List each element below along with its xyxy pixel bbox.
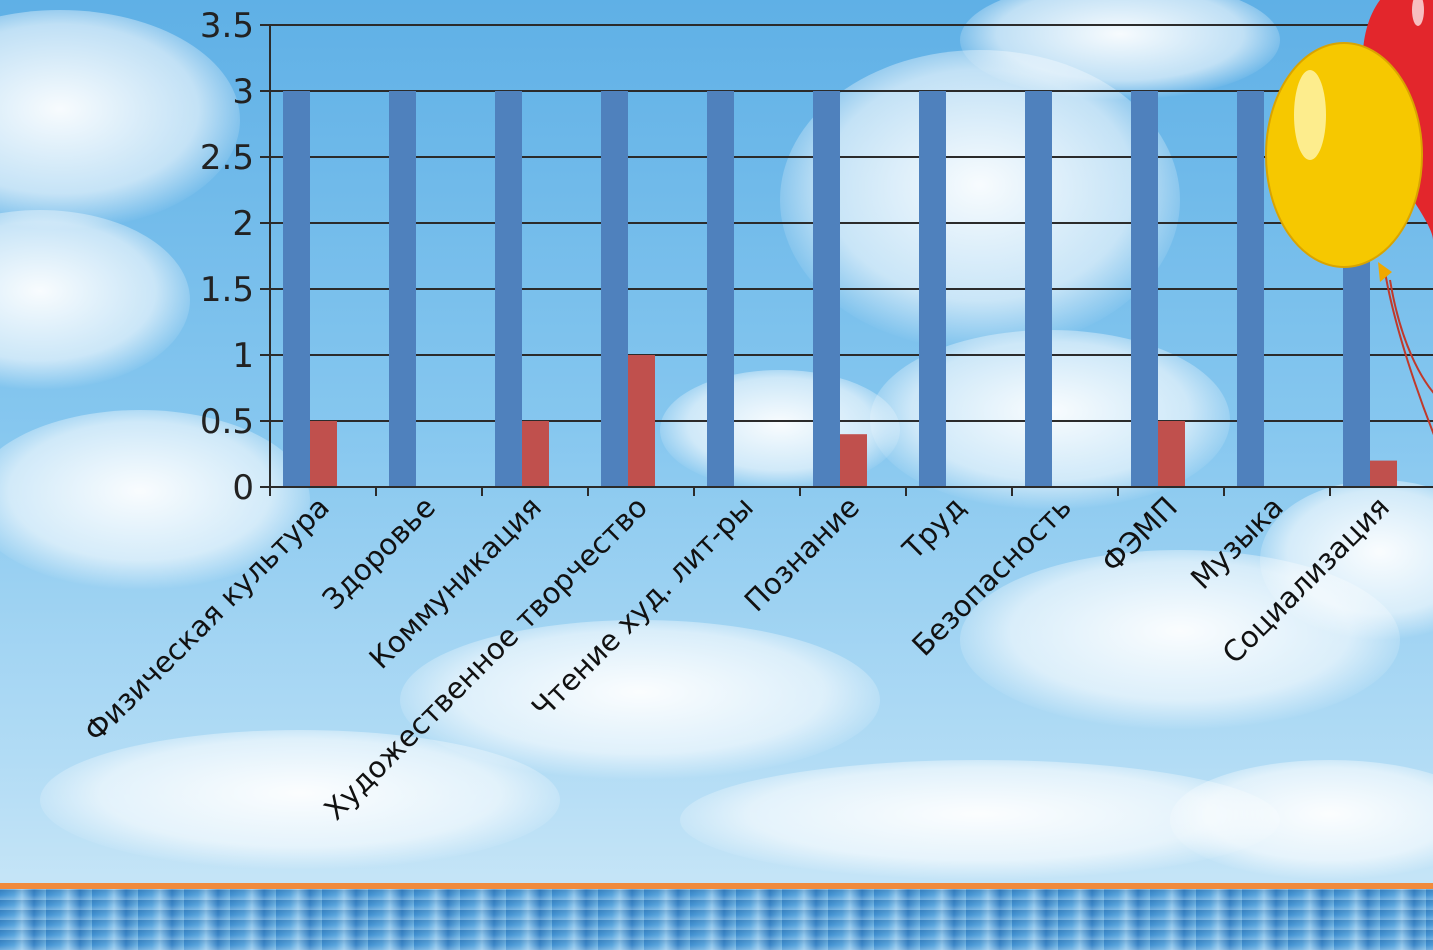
bar-series-1-1 xyxy=(389,91,416,487)
bar-series-2-2 xyxy=(522,421,549,487)
y-tick-label: 0.5 xyxy=(200,402,254,442)
bar-series-1-3 xyxy=(601,91,628,487)
x-axis-tick-labels: Физическая культураЗдоровьеКоммуникацияХ… xyxy=(78,490,1396,827)
x-tick-label: ФЭМП xyxy=(1095,490,1184,579)
x-tick-label: Труд xyxy=(895,490,972,567)
chart-axes xyxy=(269,25,1433,496)
y-tick-label: 2.5 xyxy=(200,138,254,178)
bar-series-1-9 xyxy=(1237,91,1264,487)
bar-series-2-8 xyxy=(1158,421,1185,487)
y-tick-label: 1 xyxy=(232,336,254,376)
bar-series-1-0 xyxy=(283,91,310,487)
y-tick-label: 1.5 xyxy=(200,270,254,310)
bar-series-2-10 xyxy=(1370,460,1397,487)
x-tick-label: Физическая культура xyxy=(78,490,336,748)
x-tick-label: Музыка xyxy=(1184,490,1290,596)
y-tick-label: 3.5 xyxy=(200,6,254,46)
y-tick-label: 2 xyxy=(232,204,254,244)
balloons-decoration xyxy=(1265,0,1433,436)
bar-series-2-0 xyxy=(310,421,337,487)
horizon-line xyxy=(0,883,1433,889)
yellow-balloon xyxy=(1265,42,1423,268)
bar-series-2-5 xyxy=(840,434,867,487)
sea-strip xyxy=(0,889,1433,950)
x-tick-label: Познание xyxy=(738,490,866,618)
bar-series-1-2 xyxy=(495,91,522,487)
y-tick-label: 0 xyxy=(232,468,254,508)
bar-series-1-4 xyxy=(707,91,734,487)
bar-series-1-6 xyxy=(919,91,946,487)
bar-series-1-8 xyxy=(1131,91,1158,487)
bar-series-1-7 xyxy=(1025,91,1052,487)
bar-series-1-5 xyxy=(813,91,840,487)
chart-bars xyxy=(283,91,1397,487)
bar-series-2-3 xyxy=(628,355,655,487)
y-tick-label: 3 xyxy=(232,72,254,112)
y-axis-tick-labels: 0 0.5 1 1.5 2 2.5 3 3.5 xyxy=(200,6,254,508)
